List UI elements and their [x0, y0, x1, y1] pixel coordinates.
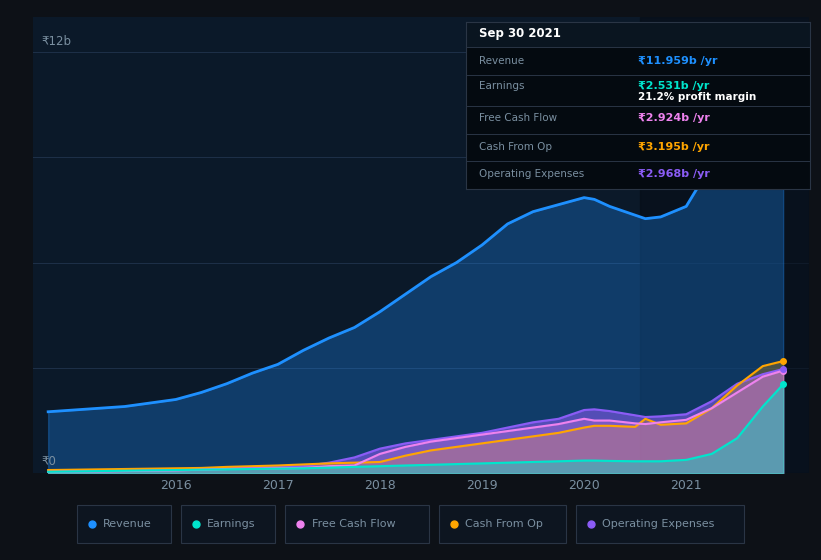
Text: ₹0: ₹0 — [41, 455, 56, 468]
Text: Operating Expenses: Operating Expenses — [479, 169, 585, 179]
Text: ₹2.531b /yr: ₹2.531b /yr — [638, 81, 709, 91]
Text: Free Cash Flow: Free Cash Flow — [312, 519, 395, 529]
FancyBboxPatch shape — [181, 505, 275, 543]
Text: ₹12b: ₹12b — [41, 35, 71, 48]
Text: Revenue: Revenue — [103, 519, 152, 529]
Text: ₹2.968b /yr: ₹2.968b /yr — [638, 169, 710, 179]
FancyBboxPatch shape — [286, 505, 429, 543]
Text: Free Cash Flow: Free Cash Flow — [479, 113, 557, 123]
Bar — [466, 22, 810, 46]
Text: ₹3.195b /yr: ₹3.195b /yr — [638, 142, 709, 152]
Text: Earnings: Earnings — [479, 81, 525, 91]
Text: Revenue: Revenue — [479, 56, 525, 66]
FancyBboxPatch shape — [76, 505, 171, 543]
Text: ₹2.924b /yr: ₹2.924b /yr — [638, 113, 710, 123]
Text: Cash From Op: Cash From Op — [465, 519, 543, 529]
FancyBboxPatch shape — [439, 505, 566, 543]
Text: ₹11.959b /yr: ₹11.959b /yr — [638, 56, 718, 66]
Text: Sep 30 2021: Sep 30 2021 — [479, 27, 562, 40]
FancyBboxPatch shape — [576, 505, 745, 543]
Text: Earnings: Earnings — [207, 519, 256, 529]
Text: Cash From Op: Cash From Op — [479, 142, 553, 152]
Text: 21.2% profit margin: 21.2% profit margin — [638, 92, 756, 102]
Bar — [640, 17, 809, 473]
Text: Operating Expenses: Operating Expenses — [603, 519, 714, 529]
